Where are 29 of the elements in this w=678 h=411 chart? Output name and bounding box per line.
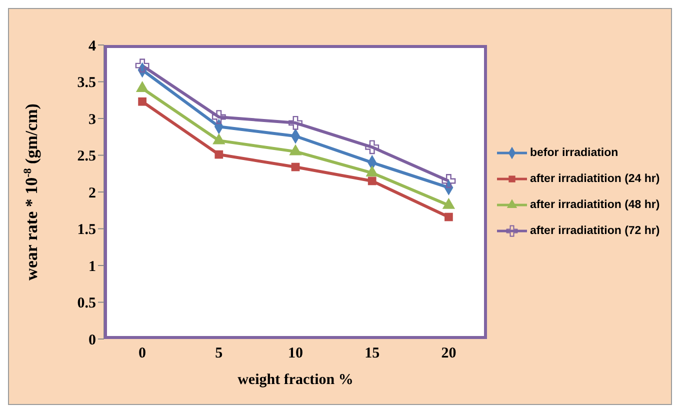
- point: [291, 162, 300, 172]
- point: [365, 140, 380, 154]
- legend-label: befor irradiation: [530, 147, 618, 159]
- x-tick-label: 0: [138, 346, 146, 362]
- x-tick-label: 5: [215, 346, 223, 362]
- point: [368, 176, 376, 186]
- x-tick-label: 10: [288, 346, 303, 362]
- legend-label: after irradiatition (48 hr): [530, 199, 660, 211]
- y-tick-label: 3: [88, 112, 96, 128]
- point: [214, 150, 224, 159]
- x-tick-label: 20: [441, 346, 456, 362]
- x-axis-title: weight fraction %: [238, 372, 354, 388]
- y-tick-label: 2.5: [77, 148, 96, 165]
- y-tick-label: 4: [88, 38, 96, 54]
- point: [212, 110, 226, 124]
- x-tick-label: 15: [364, 346, 380, 362]
- point: [444, 212, 453, 222]
- point: [288, 116, 302, 130]
- point: [138, 97, 146, 106]
- legend-label: after irradiatition (24 hr): [530, 173, 660, 185]
- y-tick-label: 1: [88, 258, 96, 275]
- y-tick-label: 1.5: [77, 222, 96, 238]
- point: [442, 174, 456, 188]
- y-tick-label: 3.5: [77, 75, 96, 92]
- point: [135, 58, 150, 73]
- legend-label: after irradiatition (72 hr): [530, 225, 660, 237]
- y-tick-label: 0: [88, 332, 96, 348]
- y-tick-label: 2: [88, 185, 96, 202]
- y-tick-label: 0.5: [77, 296, 96, 312]
